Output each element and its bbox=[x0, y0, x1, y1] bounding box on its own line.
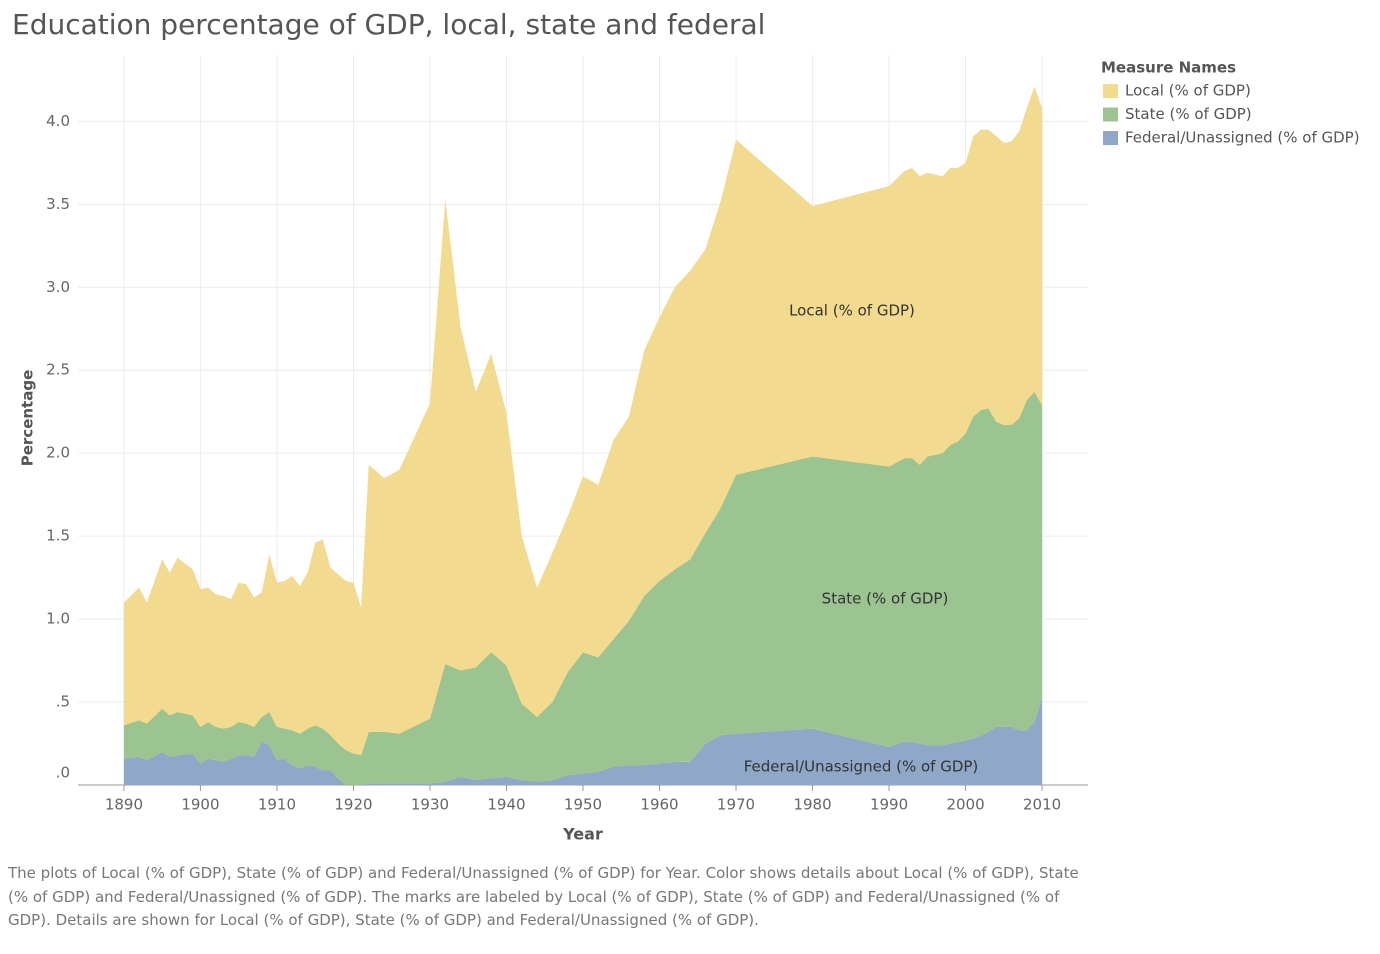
x-tick-label: 1920 bbox=[334, 796, 372, 814]
chart-title: Education percentage of GDP, local, stat… bbox=[12, 8, 765, 41]
y-tick-label: 1.0 bbox=[46, 610, 70, 628]
x-tick-label: 1900 bbox=[181, 796, 219, 814]
y-tick-label: 2.0 bbox=[46, 444, 70, 462]
legend-title: Measure Names bbox=[1101, 59, 1236, 77]
legend-swatch bbox=[1103, 84, 1118, 98]
areas bbox=[123, 86, 1043, 785]
legend-swatch bbox=[1103, 131, 1118, 145]
x-tick-label: 1890 bbox=[105, 796, 143, 814]
area-label: Federal/Unassigned (% of GDP) bbox=[744, 758, 979, 776]
y-tick-label: 1.5 bbox=[46, 527, 70, 545]
legend-swatch bbox=[1103, 107, 1118, 122]
x-tick-label: 2000 bbox=[946, 796, 984, 814]
y-tick-label: 4.0 bbox=[46, 112, 70, 130]
area bbox=[123, 391, 1043, 785]
x-tick-label: 1960 bbox=[640, 796, 678, 814]
y-tick-label: .0 bbox=[56, 764, 70, 782]
y-tick-label: 2.5 bbox=[46, 361, 70, 379]
caption: The plots of Local (% of GDP), State (% … bbox=[8, 864, 1079, 929]
area bbox=[123, 86, 1043, 756]
y-tick-label: 3.5 bbox=[46, 195, 70, 213]
legend-label: State (% of GDP) bbox=[1125, 105, 1252, 123]
x-axis-title: Year bbox=[562, 825, 603, 844]
y-tick-label: .5 bbox=[56, 693, 70, 711]
legend: Local (% of GDP) State (% of GDP) Federal/… bbox=[1103, 82, 1360, 147]
x-tick-label: 1930 bbox=[411, 796, 449, 814]
area-label: Local (% of GDP) bbox=[789, 302, 915, 320]
x-tick-label: 1910 bbox=[258, 796, 296, 814]
legend-label: Federal/Unassigned (% of GDP) bbox=[1125, 129, 1360, 147]
y-axis-title: Percentage bbox=[19, 370, 37, 467]
legend-label: Local (% of GDP) bbox=[1125, 82, 1251, 100]
chart: Education percentage of GDP, local, stat… bbox=[12, 8, 1360, 844]
x-tick-label: 2010 bbox=[1023, 796, 1061, 814]
x-tick-label: 1980 bbox=[793, 796, 831, 814]
area-label: State (% of GDP) bbox=[822, 590, 949, 608]
area bbox=[123, 697, 1043, 785]
x-tick-label: 1940 bbox=[487, 796, 525, 814]
x-tick-label: 1950 bbox=[564, 796, 602, 814]
area-labels: Local (% of GDP) State (% of GDP) Federal/… bbox=[744, 302, 979, 776]
y-tick-label: 3.0 bbox=[46, 278, 70, 296]
x-tick-label: 1970 bbox=[717, 796, 755, 814]
x-tick-label: 1990 bbox=[870, 796, 908, 814]
